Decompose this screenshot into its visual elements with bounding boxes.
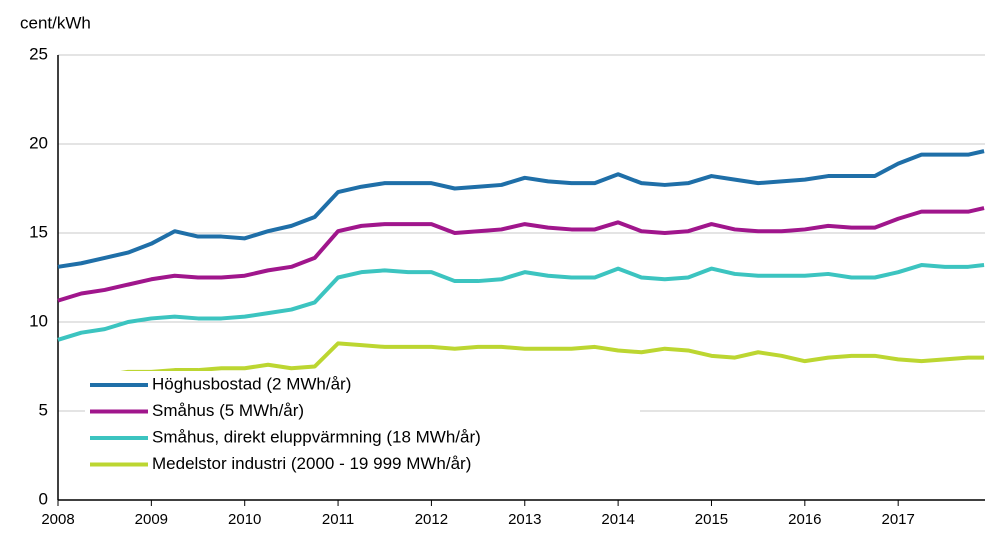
legend-box xyxy=(85,371,640,493)
y-tick-label: 5 xyxy=(39,400,48,419)
x-tick-label: 2015 xyxy=(695,511,728,528)
y-tick-label: 25 xyxy=(29,44,48,63)
x-tick-label: 2014 xyxy=(601,511,634,528)
x-tick-label: 2008 xyxy=(41,511,74,528)
x-tick-label: 2016 xyxy=(788,511,821,528)
x-tick-label: 2013 xyxy=(508,511,541,528)
series-line xyxy=(57,263,985,342)
x-tick-label: 2012 xyxy=(415,511,448,528)
legend-label: Småhus (5 MWh/år) xyxy=(152,401,304,420)
y-tick-label: 15 xyxy=(29,222,48,241)
series-line xyxy=(57,149,985,269)
legend-label: Medelstor industri (2000 - 19 999 MWh/år… xyxy=(152,454,471,473)
series-line xyxy=(104,341,985,378)
y-tick-label: 0 xyxy=(39,489,48,508)
y-axis-label: cent/kWh xyxy=(20,13,91,32)
legend-label: Småhus, direkt eluppvärmning (18 MWh/år) xyxy=(152,427,481,446)
x-tick-label: 2009 xyxy=(135,511,168,528)
series-line xyxy=(57,206,985,303)
x-tick-label: 2010 xyxy=(228,511,261,528)
x-tick-label: 2017 xyxy=(881,511,914,528)
y-tick-label: 20 xyxy=(29,133,48,152)
x-tick-label: 2011 xyxy=(322,511,354,528)
y-tick-label: 10 xyxy=(29,311,48,330)
legend-label: Höghusbostad (2 MWh/år) xyxy=(152,374,351,393)
